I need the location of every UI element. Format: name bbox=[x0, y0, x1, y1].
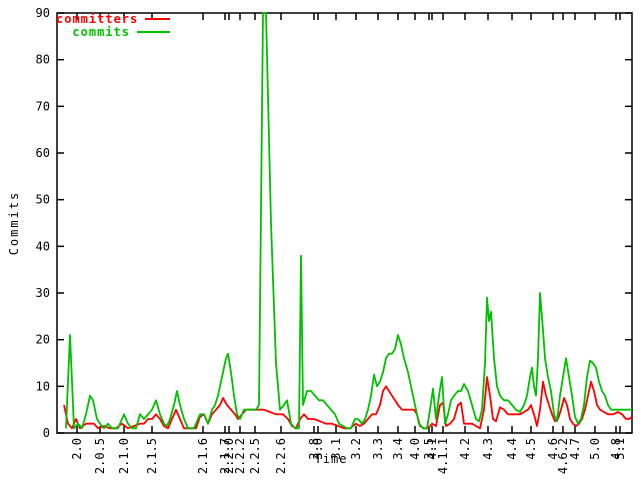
x-tick-label: 2.8 bbox=[307, 438, 321, 460]
legend-line-sample-commits bbox=[137, 30, 170, 33]
x-tick-label: 4.6.2 bbox=[556, 438, 570, 474]
x-tick-label: 4.1 bbox=[425, 438, 439, 460]
x-tick-label: 5.1 bbox=[613, 438, 627, 460]
x-tick-label: 5.0 bbox=[588, 438, 602, 460]
y-tick-label: 10 bbox=[36, 379, 50, 393]
legend-entry-committers: committers bbox=[56, 11, 170, 26]
series-line-committers bbox=[63, 376, 633, 430]
series-line-commits bbox=[65, 12, 632, 430]
x-tick-label: 4.4 bbox=[505, 438, 519, 460]
x-tick-label: 2.0.5 bbox=[93, 438, 107, 474]
x-tick-label: 3.0 bbox=[311, 438, 325, 460]
y-tick-label: 40 bbox=[36, 239, 50, 253]
y-tick-label: 70 bbox=[36, 99, 50, 113]
legend-label-committers: committers bbox=[56, 11, 139, 26]
x-tick-label: 3.4 bbox=[391, 438, 405, 460]
x-tick-label: 2.1.5 bbox=[145, 438, 159, 474]
x-tick-label: 4.6 bbox=[546, 438, 560, 460]
x-tick-label: 4.5 bbox=[524, 438, 538, 460]
x-tick-label: 2.2.6 bbox=[274, 438, 288, 474]
legend: committers commits bbox=[56, 11, 170, 39]
y-tick-label: 60 bbox=[36, 146, 50, 160]
x-tick-label: 4.3 bbox=[481, 438, 495, 460]
x-tick-label: 3.2 bbox=[349, 438, 363, 460]
x-tick-label: 4.2 bbox=[458, 438, 472, 460]
x-tick-label: 4.7 bbox=[568, 438, 582, 460]
y-tick-label: 90 bbox=[36, 6, 50, 20]
y-tick-label: 20 bbox=[36, 333, 50, 347]
legend-line-sample-committers bbox=[145, 17, 170, 20]
plot-border bbox=[56, 12, 633, 434]
legend-label-commits: commits bbox=[72, 24, 130, 39]
x-tick-label: 2.2.0 bbox=[222, 438, 236, 474]
x-tick-label: 2.2.5 bbox=[248, 438, 262, 474]
y-axis-label: Commits bbox=[7, 190, 21, 256]
x-tick-label: 4.1.1 bbox=[436, 438, 450, 474]
x-tick-label: 3.5 bbox=[422, 438, 436, 460]
y-tick-label: 0 bbox=[43, 426, 50, 440]
y-tick-label: 50 bbox=[36, 193, 50, 207]
x-tick-label: 2.1.0 bbox=[117, 438, 131, 474]
x-tick-label: 2.1.6 bbox=[196, 438, 210, 474]
x-tick-label: 4.0 bbox=[408, 438, 422, 460]
legend-entry-commits: commits bbox=[56, 24, 170, 39]
x-tick-label: 2.2.2 bbox=[233, 438, 247, 474]
y-tick-label: 80 bbox=[36, 53, 50, 67]
x-tick-label: 3.3 bbox=[371, 438, 385, 460]
x-tick-label: 2.0 bbox=[70, 438, 84, 460]
x-tick-label: 2.1.7 bbox=[218, 438, 232, 474]
x-tick-label: 3.1 bbox=[329, 438, 343, 460]
y-tick-label: 30 bbox=[36, 286, 50, 300]
x-axis-label: Time bbox=[314, 452, 348, 466]
x-tick-label: 4.8 bbox=[609, 438, 623, 460]
